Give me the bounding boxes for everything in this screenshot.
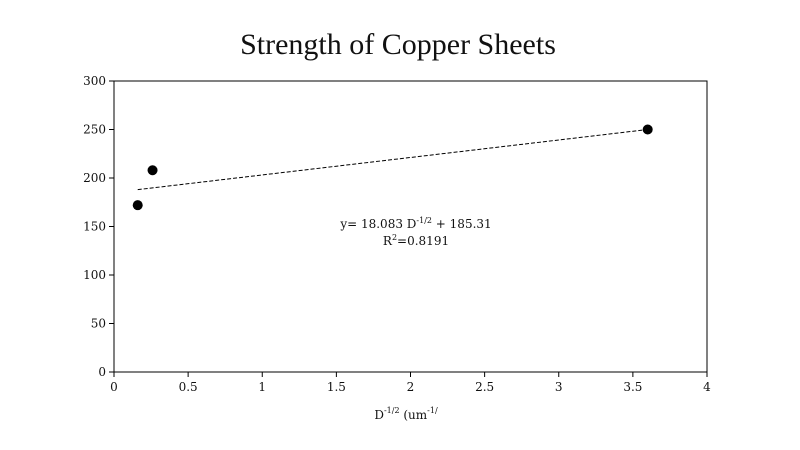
equation-prefix: y= 18.083 D xyxy=(339,217,416,231)
x-axis-label-exponent: -1/2 xyxy=(384,406,400,415)
x-axis-label-units-exponent: -1/ xyxy=(427,406,438,415)
trendline xyxy=(137,129,648,191)
r-squared-prefix: R xyxy=(383,234,393,248)
y-tick-label: 300 xyxy=(83,74,106,88)
y-tick-label: 150 xyxy=(83,220,106,234)
trendline-layer xyxy=(137,129,648,191)
y-tick-label: 0 xyxy=(98,365,106,379)
chart-title: Strength of Copper Sheets xyxy=(240,28,556,61)
x-axis-label: D-1/2 (um-1/ xyxy=(374,406,438,422)
x-tick-label: 3 xyxy=(555,380,563,394)
x-tick-label: 0.5 xyxy=(179,380,198,394)
trendline-equation: y= 18.083 D-1/2 + 185.31 xyxy=(339,216,491,231)
data-point xyxy=(642,124,653,135)
x-tick-label: 2 xyxy=(407,380,415,394)
data-point xyxy=(132,200,143,211)
data-points xyxy=(132,124,653,211)
data-point xyxy=(147,165,158,176)
equation-exponent: -1/2 xyxy=(416,216,432,225)
r-squared-suffix: =0.8191 xyxy=(397,234,449,248)
x-tick-label: 1.5 xyxy=(327,380,346,394)
x-axis-label-units: (um xyxy=(400,408,428,422)
x-tick-label: 3.5 xyxy=(623,380,642,394)
y-tick-label: 250 xyxy=(83,123,106,137)
x-tick-label: 1 xyxy=(258,380,266,394)
x-tick-label: 0 xyxy=(110,380,118,394)
x-axis-label-main: D xyxy=(374,408,384,422)
r-squared-label: R2=0.8191 xyxy=(383,233,449,248)
x-tick-label: 4 xyxy=(703,380,711,394)
axis-ticks: 0 0.5 1 1.5 2 2.5 3 3.5 4 0 50 100 150 200 250 300 xyxy=(83,74,711,394)
r-squared-exponent: 2 xyxy=(392,233,397,242)
x-tick-label: 2.5 xyxy=(475,380,494,394)
equation-suffix: + 185.31 xyxy=(432,217,492,231)
y-tick-label: 100 xyxy=(83,268,106,282)
y-tick-label: 50 xyxy=(91,317,106,331)
y-tick-label: 200 xyxy=(83,171,106,185)
